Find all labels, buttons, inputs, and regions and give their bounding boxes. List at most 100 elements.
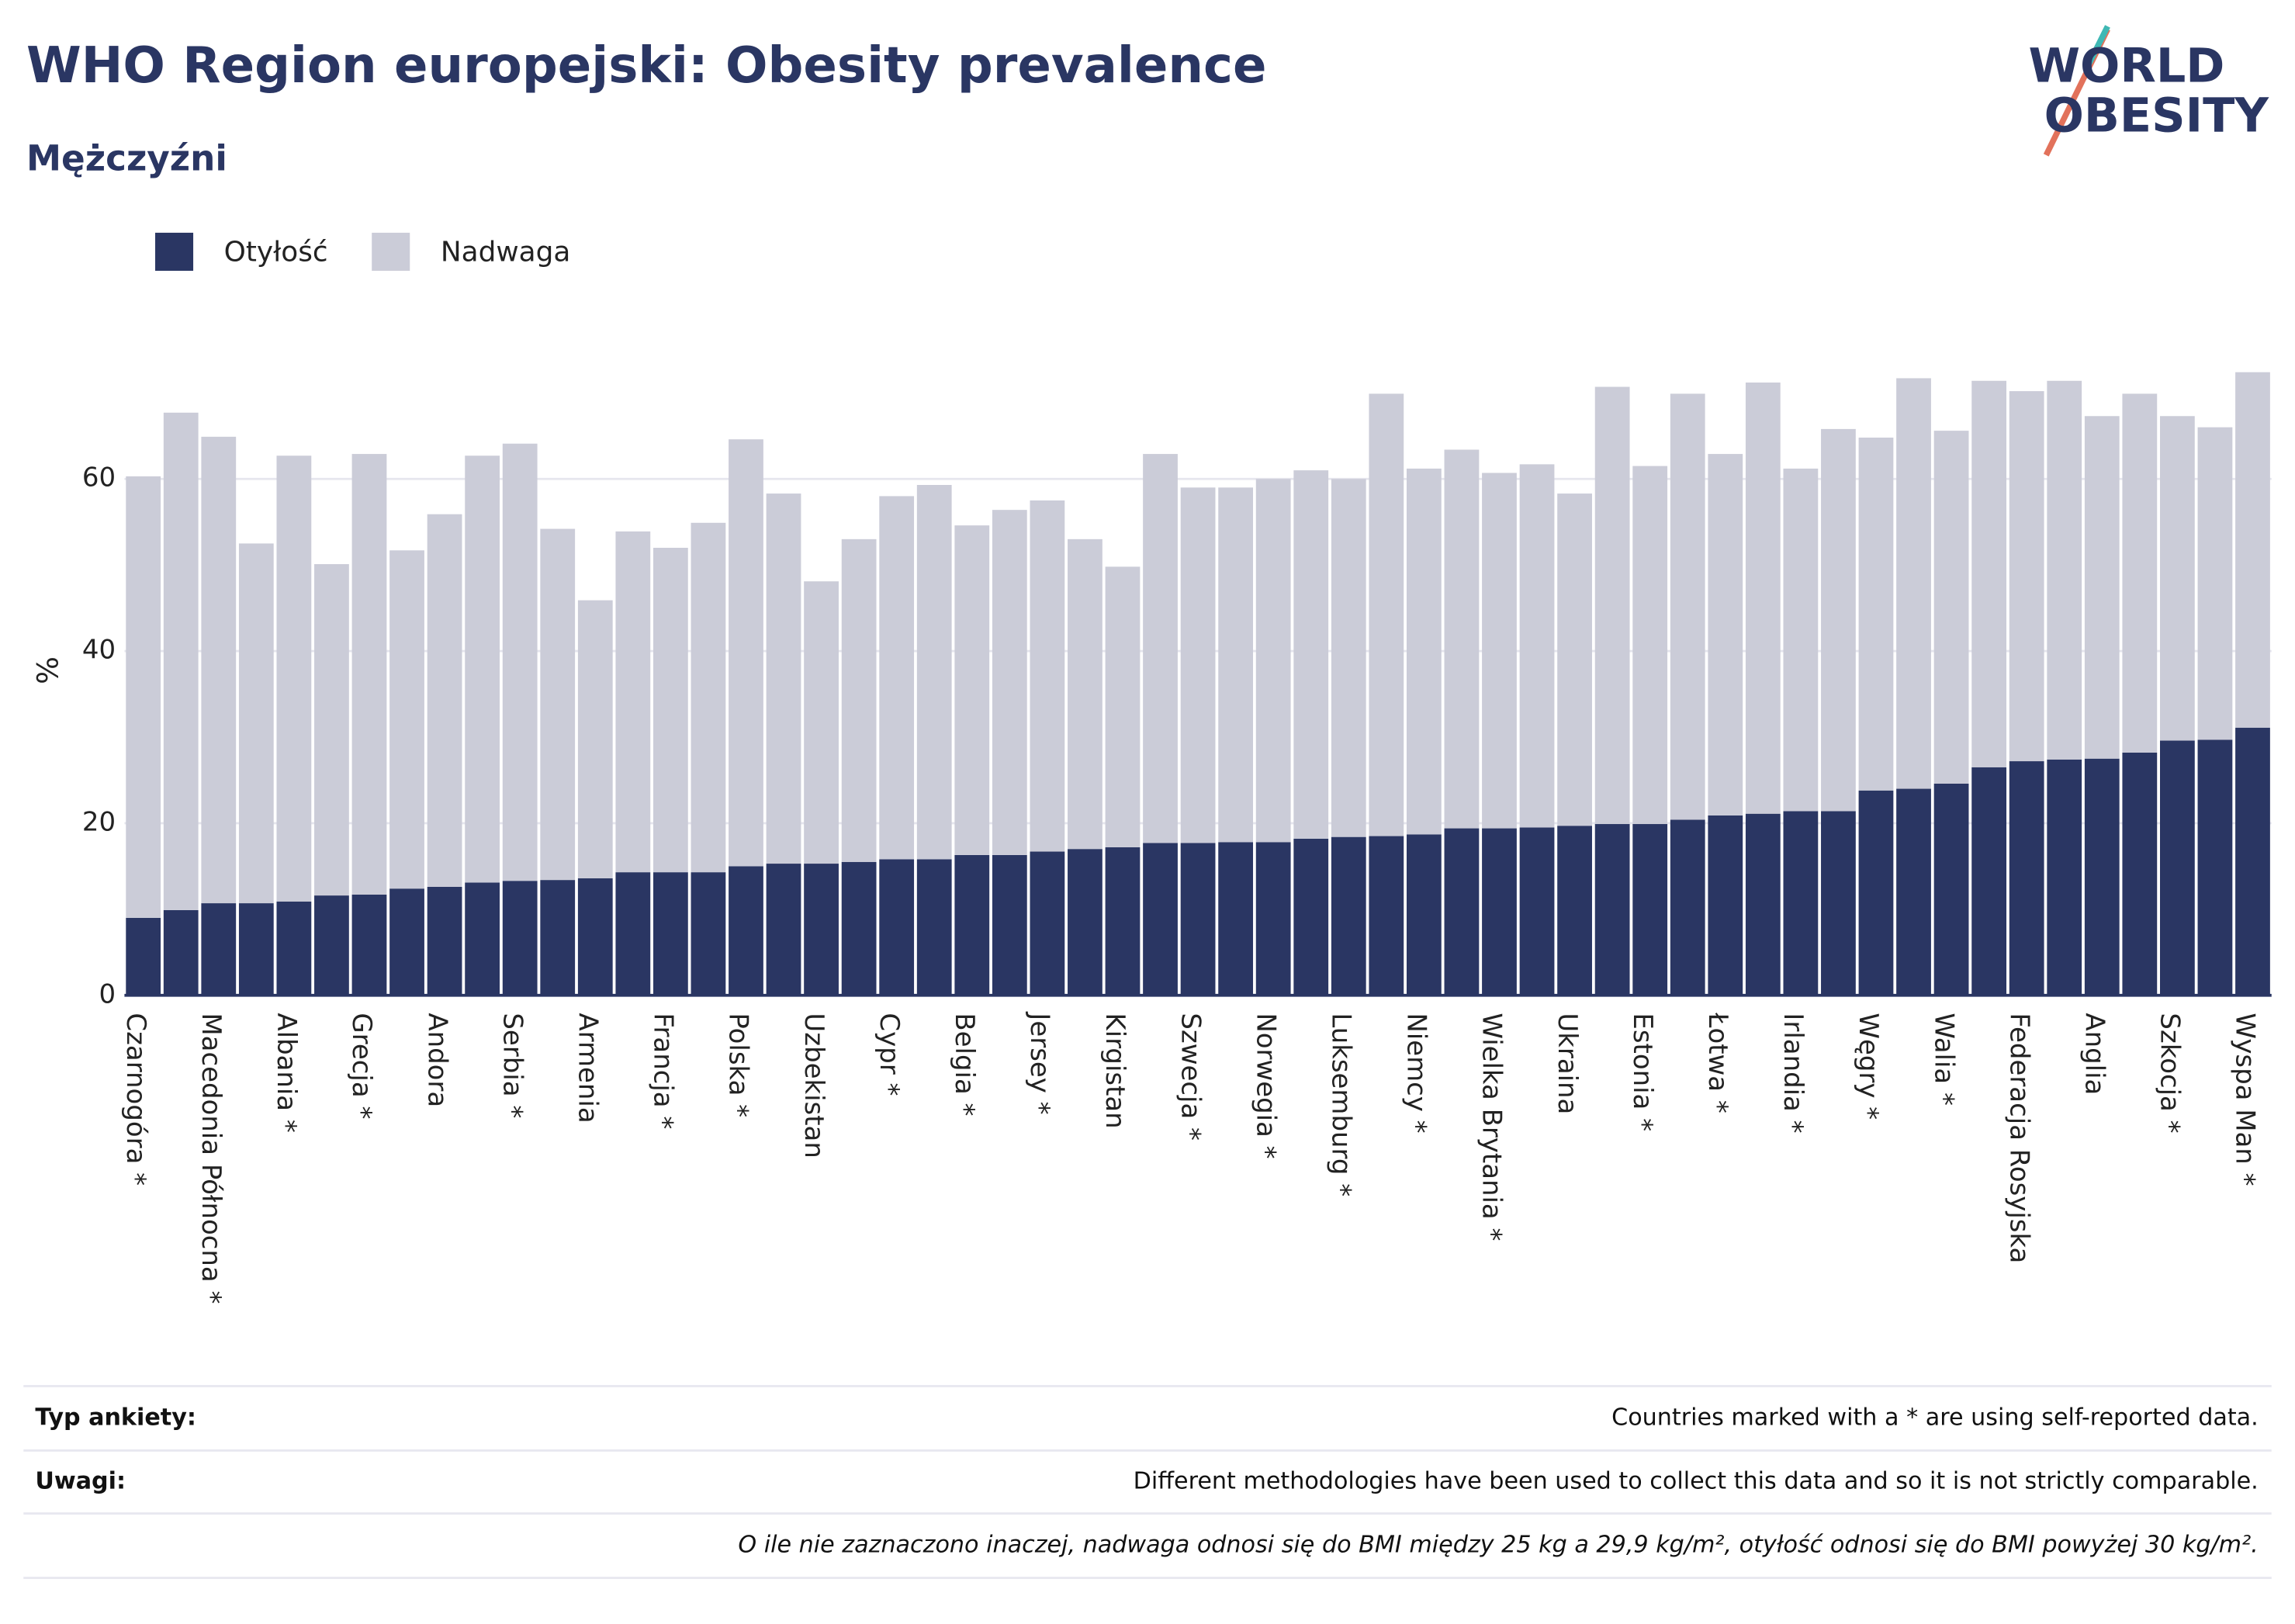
x-tick-label: Uzbekistan (798, 1013, 829, 1158)
x-tick-label: Luksemburg * (1325, 1013, 1356, 1196)
x-tick-label: Polska * (723, 1013, 754, 1117)
x-tick-label: Irlandia * (1778, 1013, 1809, 1133)
bar (1858, 437, 1894, 791)
bar (1068, 849, 1102, 996)
bar (201, 436, 237, 904)
bar (502, 881, 538, 996)
bar (1594, 386, 1630, 825)
bar (2122, 752, 2158, 996)
bar (916, 484, 952, 860)
bar (1821, 811, 1856, 996)
note-text: Countries marked with a * are using self… (1611, 1404, 2259, 1431)
x-tick-label: Łotwa * (1702, 1012, 1733, 1113)
bar (1255, 842, 1291, 996)
bar (1444, 449, 1480, 829)
bar (502, 443, 538, 881)
bar (954, 854, 990, 996)
bar (1632, 466, 1668, 825)
bar (954, 525, 990, 855)
bar (2047, 759, 2082, 996)
x-tick-label: Belgia * (949, 1013, 980, 1116)
bar (691, 872, 726, 996)
bar (879, 496, 915, 860)
bar (841, 538, 877, 862)
bar (2009, 761, 2044, 996)
bar (1745, 382, 1781, 814)
bar (1369, 393, 1404, 836)
bar (465, 455, 500, 883)
legend-swatch (155, 232, 194, 271)
bar (1519, 827, 1555, 996)
bar (2235, 372, 2270, 728)
bar (201, 903, 237, 996)
x-tick-label: Cypr * (874, 1013, 905, 1096)
bar (916, 859, 952, 996)
bar (1369, 836, 1404, 996)
bar (2084, 758, 2120, 996)
bar (841, 861, 877, 996)
x-tick-label: Kirgistan (1099, 1013, 1130, 1128)
bar (2047, 380, 2082, 760)
bar (1293, 838, 1329, 996)
bar (1594, 824, 1630, 996)
bar (2197, 739, 2233, 996)
bar (1858, 790, 1894, 996)
x-tick-label: Czarnogóra * (120, 1013, 151, 1186)
bar (1896, 788, 1931, 996)
bar (615, 872, 651, 996)
bar (1708, 454, 1743, 815)
bar (652, 547, 688, 873)
bar (126, 476, 161, 918)
bar (1143, 454, 1178, 843)
bar (804, 581, 839, 864)
bar (1482, 828, 1517, 996)
x-tick-label: Norwegia * (1250, 1013, 1281, 1158)
bar (1971, 380, 2007, 767)
bar (238, 543, 274, 904)
y-tick-label: 40 (82, 635, 116, 666)
bar (1896, 378, 1931, 789)
bar (729, 439, 763, 867)
legend-label: Otyłość (224, 236, 328, 268)
bar (351, 894, 387, 996)
x-tick-label: Jersey * (1024, 1011, 1055, 1114)
x-tick-label: Wyspa Man * (2230, 1013, 2261, 1186)
bar (1632, 824, 1668, 996)
bar (1670, 393, 1705, 820)
x-tick-label: Federacja Rosyjska (2003, 1013, 2034, 1263)
x-tick-label: Wielka Brytania * (1476, 1013, 1508, 1241)
bar (1255, 479, 1291, 843)
logo-text: WORLD (2028, 39, 2224, 93)
bar (1708, 815, 1743, 996)
bar (879, 859, 915, 996)
bar (1933, 783, 1969, 996)
x-tick-label: Niemcy * (1401, 1013, 1432, 1133)
bar (427, 886, 462, 996)
bar (1557, 493, 1592, 826)
bar (314, 895, 349, 996)
bar (1180, 487, 1216, 843)
bar (427, 514, 462, 887)
x-tick-label: Armenia (572, 1013, 603, 1123)
x-tick-label: Andora (421, 1013, 452, 1107)
chart-subtitle: Mężczyźni (26, 138, 227, 179)
bar (1482, 473, 1517, 829)
bar (2159, 416, 2195, 741)
bar (691, 522, 726, 873)
bar (238, 903, 274, 996)
legend-label: Nadwaga (441, 236, 570, 268)
x-tick-label: Szkocja * (2155, 1013, 2186, 1133)
x-tick-label: Ukraina (1552, 1013, 1583, 1114)
bar (1030, 851, 1065, 996)
bar (351, 454, 387, 895)
x-tick-label: Serbia * (497, 1013, 528, 1118)
bar (766, 493, 801, 864)
note-text: O ile nie zaznaczono inaczej, nadwaga od… (738, 1532, 2258, 1559)
x-tick-label: Macedonia Północna * (196, 1013, 227, 1304)
bar (1783, 468, 1819, 812)
x-tick-label: Grecja * (346, 1013, 377, 1119)
legend-swatch (372, 232, 410, 271)
chart-title: WHO Region europejski: Obesity prevalenc… (26, 36, 1267, 95)
bar (992, 510, 1027, 855)
bar (1519, 464, 1555, 828)
